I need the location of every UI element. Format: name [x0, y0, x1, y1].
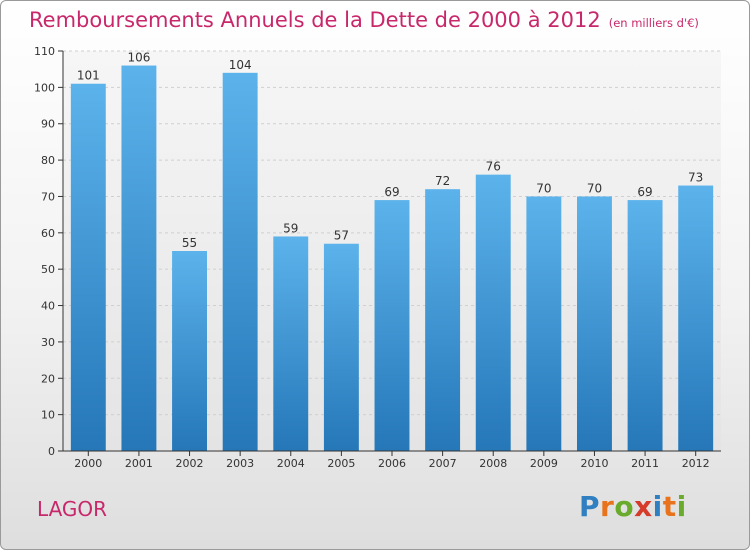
x-tick-label: 2005 [327, 457, 355, 470]
data-label: 55 [182, 236, 197, 250]
data-label: 72 [435, 174, 450, 188]
bar [222, 72, 258, 452]
commune-name: LAGOR [37, 497, 108, 521]
data-label: 69 [637, 185, 652, 199]
y-tick-label: 30 [41, 336, 55, 349]
logo-letter: t [662, 490, 677, 523]
bar [70, 83, 106, 452]
x-tick-label: 2007 [429, 457, 457, 470]
bar [273, 236, 309, 451]
x-tick-label: 2003 [226, 457, 254, 470]
logo-letter: i [652, 490, 663, 523]
x-tick-label: 2012 [682, 457, 710, 470]
x-tick-label: 2009 [530, 457, 558, 470]
data-label: 69 [384, 185, 399, 199]
bar [425, 189, 461, 451]
bar [121, 65, 157, 451]
x-axis: 2000 2001 2002 2003 2004 2005 2006 2007 2008 2009… [63, 450, 721, 470]
y-tick-label: 110 [34, 45, 55, 58]
logo-letter: P [579, 490, 601, 523]
data-label: 70 [536, 181, 551, 195]
bar [526, 196, 562, 451]
data-label: 106 [127, 51, 150, 65]
data-label: 57 [334, 229, 349, 243]
data-label: 59 [283, 221, 298, 235]
logo-letter: r [600, 490, 615, 523]
bar [576, 196, 612, 451]
bar [475, 174, 511, 452]
y-tick-label: 90 [41, 118, 55, 131]
y-tick-label: 0 [48, 445, 55, 458]
y-axis: 0 10 20 30 40 50 60 70 80 90 100 110 [34, 45, 64, 458]
x-tick-label: 2001 [125, 457, 153, 470]
bar [323, 243, 359, 451]
data-labels: 101 106 55 104 59 57 69 72 76 70 70 69 73 [77, 51, 703, 250]
y-tick-label: 100 [34, 81, 55, 94]
data-label: 70 [587, 181, 602, 195]
bar [172, 251, 208, 451]
y-tick-label: 50 [41, 263, 55, 276]
chart-title-block: Remboursements Annuels de la Dette de 20… [29, 8, 699, 32]
y-tick-label: 70 [41, 190, 55, 203]
y-tick-label: 10 [41, 409, 55, 422]
y-tick-label: 20 [41, 372, 55, 385]
data-label: 76 [486, 160, 501, 174]
y-tick-label: 40 [41, 300, 55, 313]
chart-title: Remboursements Annuels de la Dette de 20… [29, 8, 601, 32]
data-label: 73 [688, 171, 703, 185]
x-tick-label: 2000 [74, 457, 102, 470]
data-label: 104 [229, 58, 252, 72]
x-tick-label: 2011 [631, 457, 659, 470]
y-tick-label: 60 [41, 227, 55, 240]
x-tick-label: 2004 [277, 457, 305, 470]
bar [627, 200, 663, 451]
logo-letter: o [614, 490, 635, 523]
chart-subtitle: (en milliers d'€) [608, 16, 699, 30]
bar [678, 185, 714, 451]
x-tick-label: 2006 [378, 457, 406, 470]
proxiti-logo: Proxiti [579, 490, 687, 523]
logo-letter: x [634, 490, 653, 523]
bar [374, 200, 410, 451]
x-tick-label: 2010 [580, 457, 608, 470]
data-label: 101 [77, 69, 100, 83]
x-tick-label: 2002 [176, 457, 204, 470]
bars [70, 65, 714, 452]
x-tick-label: 2008 [479, 457, 507, 470]
logo-letter: i [676, 490, 687, 523]
y-tick-label: 80 [41, 154, 55, 167]
